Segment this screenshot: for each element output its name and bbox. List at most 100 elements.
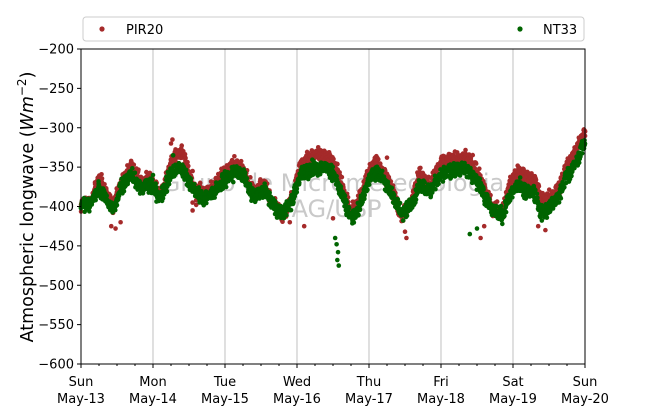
data-point [569, 173, 574, 179]
data-point [543, 227, 548, 233]
y-axis-label-exponent: −2 [15, 78, 29, 96]
data-point [99, 176, 105, 181]
legend-label-nt33: NT33 [543, 23, 577, 38]
data-point [336, 263, 342, 268]
data-point [197, 180, 203, 186]
data-point [376, 166, 381, 172]
x-tick-label-date: May-13 [57, 392, 105, 407]
data-point [248, 175, 253, 180]
data-points [78, 127, 588, 268]
data-point [334, 242, 339, 247]
data-point [544, 215, 550, 220]
data-point [498, 203, 504, 209]
data-point [335, 257, 340, 263]
data-point [188, 177, 194, 182]
data-point [338, 184, 344, 189]
data-point [415, 190, 421, 195]
x-grid-lines [152, 49, 514, 364]
data-point [132, 170, 138, 176]
data-point [223, 184, 229, 190]
data-point [291, 200, 296, 205]
data-point [190, 200, 195, 205]
data-point [330, 164, 336, 170]
x-tick-label-day: Sun [573, 375, 598, 390]
y-tick-label: −300 [38, 121, 74, 136]
data-point [546, 200, 552, 205]
data-point [533, 187, 538, 193]
data-point [144, 169, 149, 175]
data-point [153, 181, 159, 186]
y-tick-label: −550 [38, 318, 74, 333]
data-point [118, 219, 123, 225]
data-point [365, 187, 370, 193]
data-point [389, 185, 395, 191]
data-point [182, 152, 188, 157]
data-point [160, 195, 166, 201]
data-point [288, 207, 294, 213]
data-point [579, 151, 585, 156]
data-point [296, 180, 302, 186]
data-point [344, 199, 350, 205]
data-point [190, 208, 195, 213]
data-point [558, 196, 564, 201]
data-point [366, 182, 372, 187]
data-point [510, 195, 515, 200]
data-point [294, 189, 300, 195]
data-point [339, 174, 345, 180]
data-point [294, 186, 300, 191]
data-point [287, 219, 293, 225]
data-point [539, 202, 544, 208]
data-point [212, 195, 217, 200]
y-axis-label-text: Atmospheric longwave ( [18, 130, 38, 342]
data-point [517, 175, 523, 180]
data-point [386, 174, 392, 180]
data-point [535, 223, 541, 229]
data-point [346, 205, 352, 211]
y-tick-label: −600 [38, 358, 74, 373]
x-tick-label-day: Mon [139, 375, 166, 390]
data-point [331, 156, 336, 162]
data-point [391, 192, 397, 197]
data-point [267, 190, 272, 196]
data-point [472, 165, 478, 171]
data-point [436, 181, 441, 187]
y-axis-label-unit: Wm [18, 96, 38, 130]
y-tick-label: −500 [38, 279, 74, 294]
data-point [196, 185, 202, 190]
data-point [183, 155, 188, 161]
data-point [402, 229, 408, 234]
data-point [179, 143, 185, 148]
x-tick-label-date: May-17 [345, 392, 393, 407]
data-point [507, 198, 513, 203]
data-point [422, 179, 427, 185]
data-point [356, 212, 361, 218]
data-point [301, 223, 307, 229]
data-point [556, 200, 562, 205]
data-point [440, 179, 446, 184]
data-point [481, 223, 487, 229]
data-point [335, 161, 340, 167]
data-point [452, 174, 458, 179]
data-point [149, 177, 155, 182]
data-point [335, 249, 341, 255]
data-point [204, 200, 209, 206]
legend-marker-pir20 [99, 26, 105, 32]
y-tick-label: −450 [38, 239, 74, 254]
data-point [342, 193, 348, 199]
data-point [150, 172, 156, 178]
data-point [535, 195, 540, 201]
data-point [280, 219, 285, 225]
data-point [284, 212, 289, 218]
data-point [192, 181, 197, 187]
data-point [362, 192, 368, 198]
data-point [502, 213, 507, 219]
data-point [104, 193, 110, 199]
data-point [114, 202, 120, 208]
x-tick-label-day: Sat [502, 375, 523, 390]
data-point [99, 171, 104, 177]
data-point [170, 137, 175, 142]
data-point [536, 183, 542, 189]
data-point [481, 185, 486, 191]
data-point [131, 162, 137, 168]
